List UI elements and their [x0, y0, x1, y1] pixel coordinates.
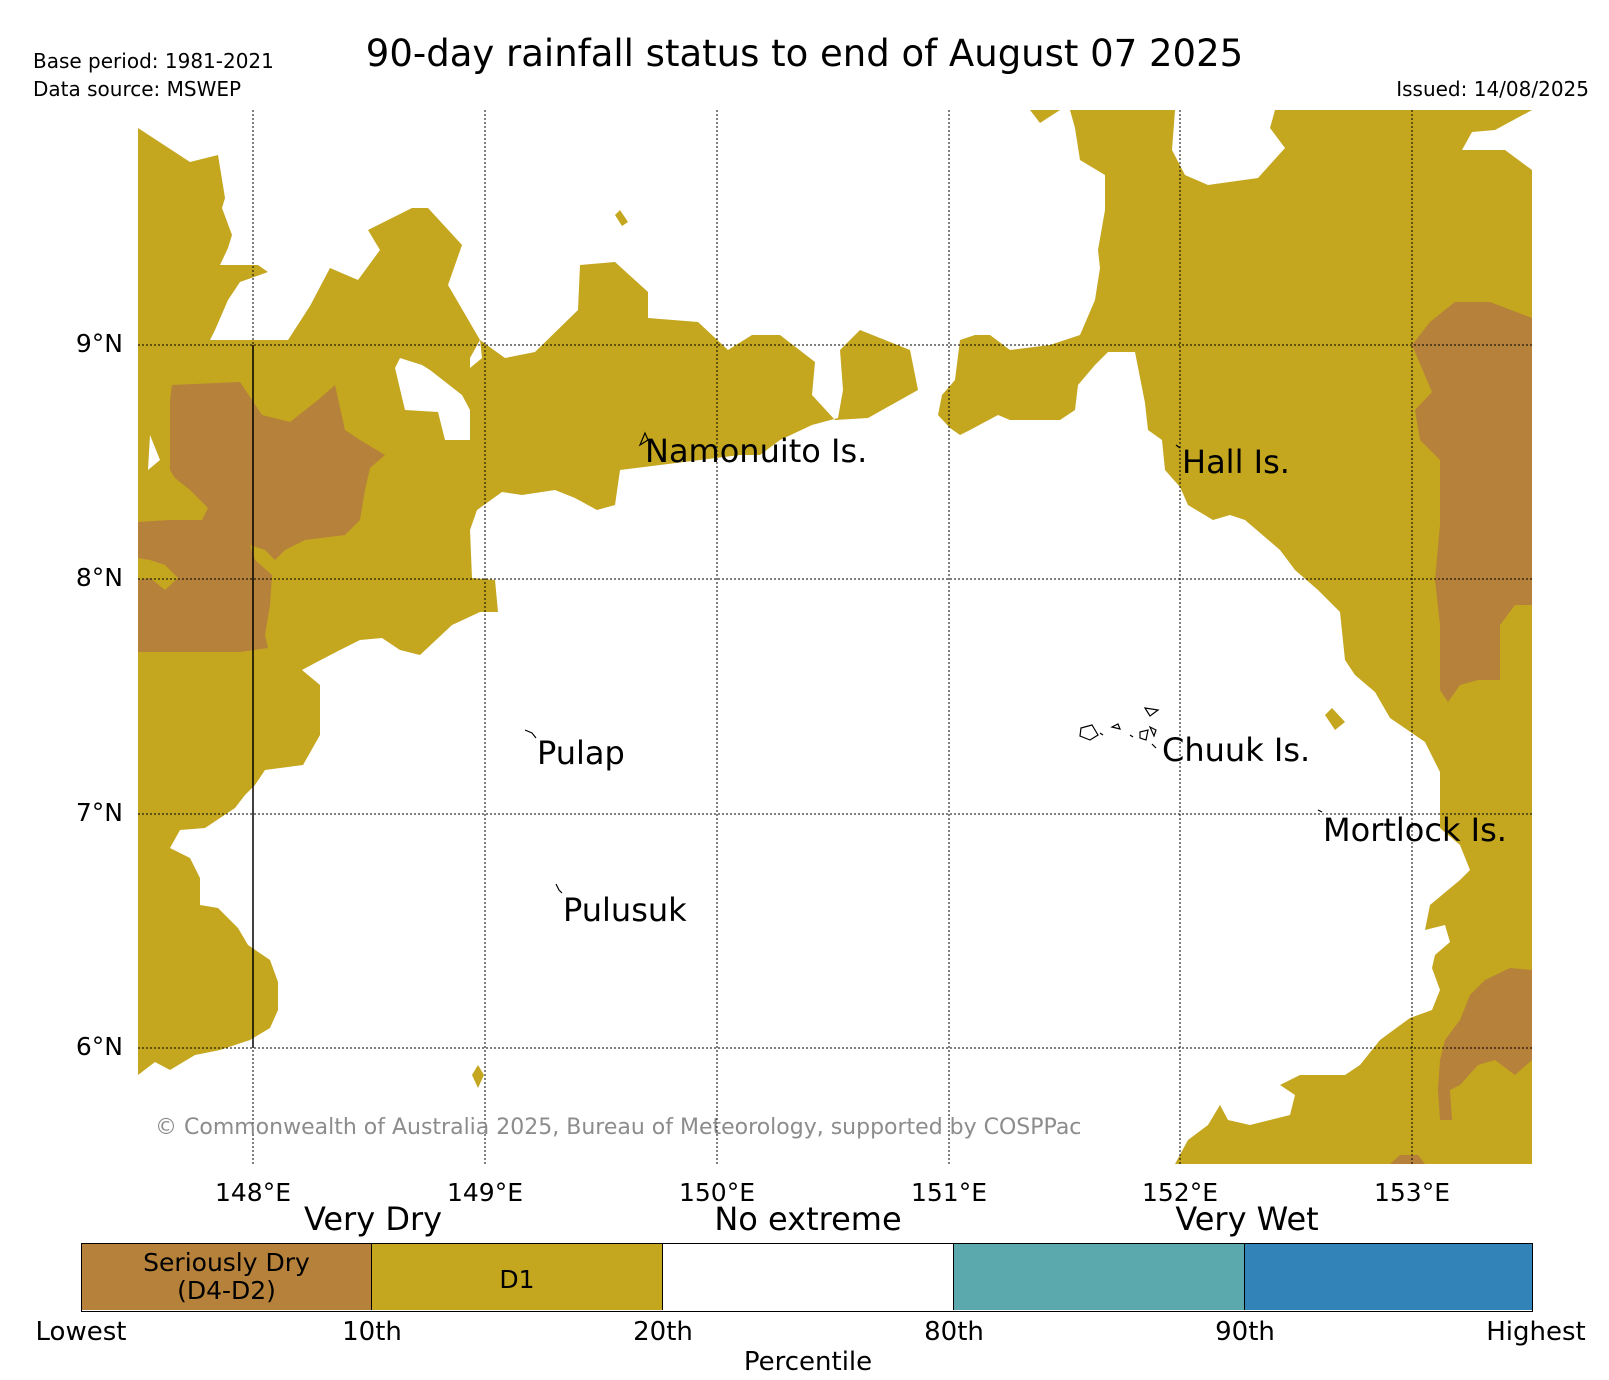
percentile-label: 10th: [342, 1317, 402, 1347]
island-namonuito: [638, 431, 649, 447]
seriously-dry-region-west: [138, 382, 385, 652]
place-label-namonuito: Namonuito Is.: [645, 432, 868, 470]
island-chuuk-6: [1099, 732, 1104, 736]
lon-tick-label: 149°E: [446, 1178, 523, 1207]
percentile-label: 20th: [633, 1317, 693, 1347]
lon-tick-label: 150°E: [678, 1178, 755, 1207]
lon-tick-label: 153°E: [1373, 1178, 1450, 1207]
island-hall: [1175, 444, 1181, 449]
seriously-dry-region-east: [1390, 302, 1532, 1164]
island-outlines: [524, 431, 1323, 894]
island-chuuk-4: [1139, 729, 1149, 741]
percentile-label: 80th: [924, 1317, 984, 1347]
legend-swatch-d1: D1: [372, 1243, 663, 1310]
place-label-mortlock: Mortlock Is.: [1323, 811, 1507, 849]
lat-tick-label: 8°N: [75, 563, 123, 592]
lat-tick-label: 9°N: [75, 329, 123, 358]
lat-tick-label: 7°N: [75, 798, 123, 827]
d1-region-speck-west: [213, 785, 219, 793]
island-chuuk-2: [1079, 724, 1099, 741]
place-label-pulusuk: Pulusuk: [563, 891, 687, 929]
gridlines: [138, 110, 1532, 1164]
percentile-axis-label: Percentile: [743, 1347, 873, 1377]
legend-band-very-wet: Very Wet: [1175, 1200, 1319, 1238]
lon-tick-label: 148°E: [214, 1178, 291, 1207]
legend-band-no-extreme: No extreme: [714, 1200, 902, 1238]
legend-label-seriously-dry: Seriously Dry (D4-D2): [143, 1247, 310, 1305]
percentile-label: Highest: [1486, 1317, 1586, 1347]
place-label-pulap: Pulap: [537, 734, 625, 772]
place-label-chuuk: Chuuk Is.: [1162, 731, 1311, 769]
island-chuuk-8: [1151, 743, 1157, 749]
island-pulusuk: [555, 883, 563, 894]
d1-region-north-central: [938, 110, 1532, 1164]
no-extreme-hole-west: [148, 435, 160, 470]
percentile-label: 90th: [1215, 1317, 1275, 1347]
map-title: 90-day rainfall status to end of August …: [365, 32, 1244, 75]
base-period-text: Base period: 1981-2021: [33, 49, 274, 73]
legend-band-very-dry: Very Dry: [303, 1200, 443, 1238]
island-mortlock: [1317, 809, 1323, 813]
rainfall-regions: [138, 110, 1532, 1164]
legend-swatch-very-wet: [1245, 1243, 1533, 1310]
d1-region-east-inlet: [1325, 708, 1345, 730]
island-chuuk-5: [1148, 725, 1157, 738]
island-pulap: [524, 729, 537, 739]
island-chuuk-7: [1129, 734, 1134, 738]
lon-tick-label: 151°E: [910, 1178, 987, 1207]
island-chuuk-1: [1143, 707, 1160, 717]
issued-date-text: Issued: 14/08/2025: [1396, 77, 1589, 101]
legend-swatch-no-extreme: [663, 1243, 954, 1310]
copyright-credit: © Commonwealth of Australia 2025, Bureau…: [155, 1115, 1082, 1140]
island-chuuk-3: [1110, 723, 1121, 730]
place-label-hall: Hall Is.: [1182, 443, 1290, 481]
legend-label-d1: D1: [499, 1264, 535, 1294]
data-source-text: Data source: MSWEP: [33, 77, 242, 101]
lat-tick-label: 6°N: [75, 1032, 123, 1061]
d1-region-west: [138, 128, 918, 1075]
legend-swatch-wet: [954, 1243, 1245, 1310]
lon-tick-label: 152°E: [1141, 1178, 1218, 1207]
percentile-label: Lowest: [35, 1317, 127, 1347]
legend-swatch-seriously-dry: Seriously Dry (D4-D2): [82, 1243, 372, 1310]
d1-region-south-speck: [472, 1065, 484, 1088]
colorbar-frame: [81, 1243, 1533, 1312]
